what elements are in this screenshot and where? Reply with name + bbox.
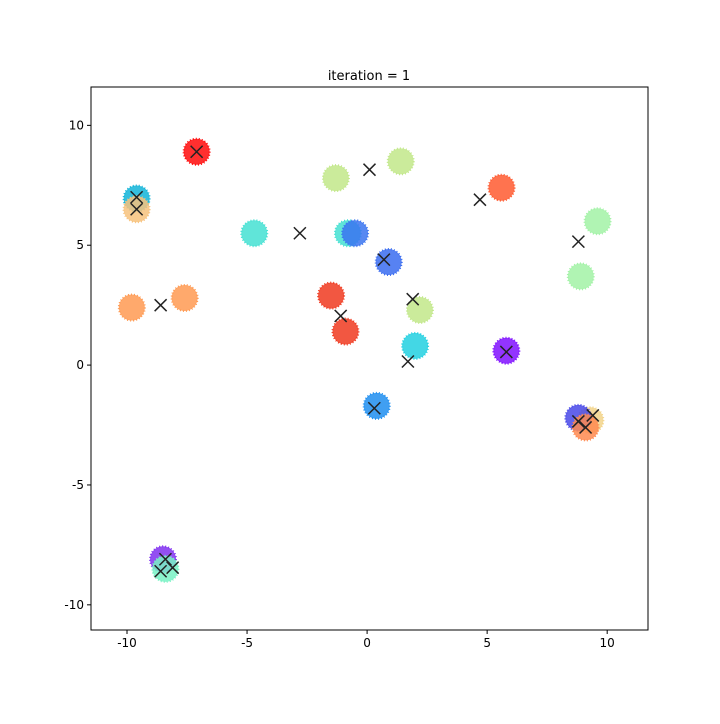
centroid-marker bbox=[499, 345, 513, 359]
centroid-stroke bbox=[154, 298, 168, 312]
centroid-stroke bbox=[130, 190, 144, 204]
centroid-stroke bbox=[473, 193, 487, 207]
cluster-point-cloud bbox=[487, 173, 516, 202]
cluster-point-cloud bbox=[331, 317, 360, 346]
centroid-stroke bbox=[130, 202, 144, 216]
y-tick-label: 5 bbox=[76, 238, 84, 252]
cluster-point-cloud bbox=[386, 147, 415, 176]
cluster-point-cloud bbox=[151, 554, 180, 583]
centroid-marker bbox=[293, 226, 307, 240]
centroid-marker bbox=[130, 202, 144, 216]
centroid-stroke bbox=[334, 309, 348, 323]
centroid-stroke bbox=[571, 414, 585, 428]
x-tick-label: -10 bbox=[117, 636, 137, 650]
centroid-marker bbox=[473, 193, 487, 207]
centroid-stroke bbox=[362, 163, 377, 177]
centroid-marker bbox=[190, 145, 204, 159]
cluster-point-cloud bbox=[492, 336, 521, 365]
centroid-stroke bbox=[579, 420, 593, 434]
centroid-stroke bbox=[571, 235, 585, 249]
cluster-point-cloud bbox=[341, 219, 370, 248]
cluster-point-cloud bbox=[374, 248, 403, 277]
centroid-stroke bbox=[166, 561, 180, 575]
centroid-stroke bbox=[190, 145, 204, 159]
cluster-point-cloud bbox=[566, 262, 595, 291]
centroid-marker bbox=[154, 564, 168, 578]
x-tick-label: 10 bbox=[600, 636, 615, 650]
centroid-stroke bbox=[154, 564, 168, 578]
centroid-stroke bbox=[499, 345, 513, 359]
centroid-marker bbox=[401, 354, 415, 369]
x-tick-label: 5 bbox=[483, 636, 491, 650]
cluster-point-cloud bbox=[405, 295, 434, 324]
cluster-point-cloud bbox=[117, 293, 146, 322]
centroid-stroke bbox=[158, 552, 172, 566]
cluster-point-cloud bbox=[317, 281, 346, 310]
centroid-marker bbox=[571, 235, 585, 249]
plot-frame bbox=[90, 86, 649, 631]
centroid-stroke bbox=[586, 408, 600, 422]
centroid-marker bbox=[586, 408, 600, 422]
cluster-point-cloud bbox=[321, 164, 350, 193]
x-tick-label: 0 bbox=[363, 636, 371, 650]
cluster-point-cloud bbox=[240, 219, 269, 248]
chart-title: iteration = 1 bbox=[328, 69, 410, 84]
centroid-marker bbox=[154, 298, 168, 312]
centroid-stroke bbox=[367, 401, 381, 415]
cluster-point-cloud bbox=[583, 207, 612, 236]
y-tick-label: -5 bbox=[72, 478, 84, 492]
centroid-marker bbox=[334, 309, 348, 323]
centroid-marker bbox=[367, 401, 381, 415]
centroid-marker bbox=[362, 163, 377, 177]
centroid-marker bbox=[166, 561, 180, 575]
centroid-marker bbox=[571, 414, 585, 428]
centroid-stroke bbox=[377, 253, 391, 267]
cluster-point-cloud bbox=[401, 331, 430, 360]
centroid-stroke bbox=[406, 292, 420, 306]
centroid-stroke bbox=[401, 354, 415, 369]
y-tick-label: -10 bbox=[64, 598, 84, 612]
cluster-point-cloud bbox=[170, 283, 199, 312]
centroid-marker bbox=[158, 552, 172, 566]
y-tick-label: 0 bbox=[76, 358, 84, 372]
centroid-marker bbox=[579, 420, 593, 434]
centroid-marker bbox=[130, 190, 144, 204]
y-tick-label: 10 bbox=[69, 118, 84, 132]
x-tick-label: -5 bbox=[241, 636, 253, 650]
centroid-marker bbox=[406, 292, 420, 306]
centroid-marker bbox=[377, 253, 391, 267]
centroid-stroke bbox=[293, 226, 307, 240]
